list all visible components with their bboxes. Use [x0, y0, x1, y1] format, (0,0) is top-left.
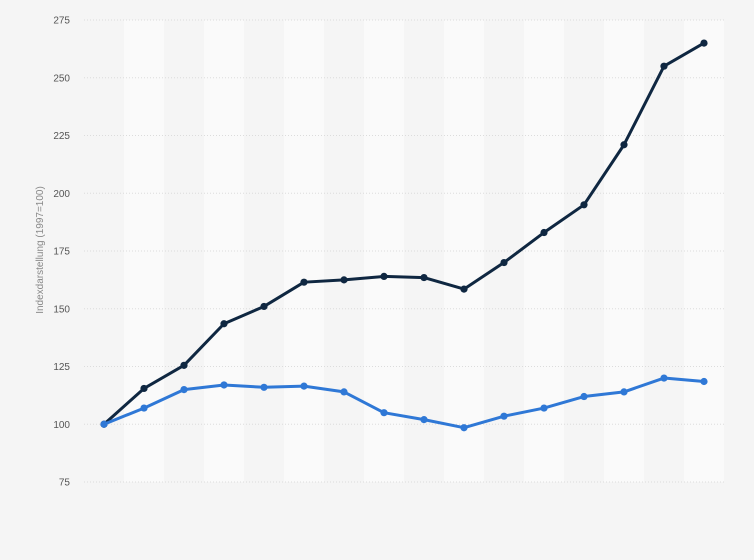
data-point[interactable]	[420, 273, 428, 282]
data-point[interactable]	[340, 388, 348, 396]
data-point[interactable]	[500, 412, 508, 420]
data-point[interactable]	[580, 392, 588, 401]
y-axis-title: Indexdarstellung (1997=100)	[35, 186, 46, 314]
data-point[interactable]	[340, 276, 348, 284]
data-point[interactable]	[100, 420, 108, 428]
series-line	[102, 41, 706, 426]
data-point[interactable]	[220, 320, 228, 328]
data-point[interactable]	[260, 383, 268, 391]
series-line	[102, 376, 706, 430]
data-point[interactable]	[300, 278, 308, 286]
data-point[interactable]	[140, 404, 148, 412]
data-point[interactable]	[700, 377, 708, 386]
data-point[interactable]	[300, 382, 308, 390]
data-point[interactable]	[660, 62, 668, 70]
data-point[interactable]	[580, 201, 588, 209]
data-point[interactable]	[220, 381, 228, 389]
y-tick-label: 125	[53, 362, 70, 373]
y-axis-ticks: 75 100 125 150 175 200 225 250 275	[53, 16, 70, 489]
y-tick-label: 75	[59, 478, 71, 489]
data-point[interactable]	[460, 424, 468, 432]
data-point[interactable]	[180, 386, 188, 394]
series-2	[100, 374, 708, 432]
data-point[interactable]	[500, 258, 508, 267]
data-point[interactable]	[620, 141, 628, 149]
y-tick-label: 250	[53, 73, 70, 84]
data-point[interactable]	[180, 361, 188, 369]
series-group	[100, 39, 708, 432]
y-tick-label: 275	[53, 16, 70, 27]
y-tick-label: 100	[53, 420, 70, 431]
y-tick-label: 225	[53, 131, 70, 142]
y-tick-label: 175	[53, 247, 70, 258]
data-point[interactable]	[420, 416, 428, 424]
data-point[interactable]	[540, 404, 548, 412]
data-point[interactable]	[660, 374, 668, 382]
data-point[interactable]	[380, 272, 388, 281]
data-point[interactable]	[260, 302, 268, 311]
data-point[interactable]	[380, 409, 388, 417]
data-point[interactable]	[620, 388, 628, 396]
y-tick-label: 200	[53, 189, 70, 200]
data-point[interactable]	[140, 384, 148, 393]
series-1	[100, 39, 708, 428]
data-point[interactable]	[540, 228, 548, 237]
y-tick-label: 150	[53, 304, 70, 315]
data-point[interactable]	[460, 285, 468, 293]
data-point[interactable]	[700, 39, 708, 47]
